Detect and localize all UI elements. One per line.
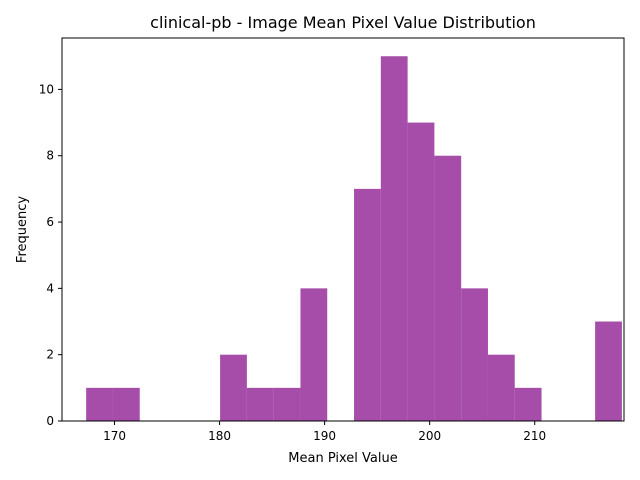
histogram-bar	[354, 188, 381, 421]
plot-frame	[61, 37, 625, 422]
y-axis-label: Frequency	[15, 196, 30, 263]
x-tick-label: 190	[313, 429, 336, 443]
histogram-bar	[220, 354, 247, 421]
histogram-bar	[514, 387, 542, 421]
histogram-bar	[380, 56, 408, 421]
y-tick-label: 8	[46, 149, 54, 163]
x-axis-ticks: 170 180 190 200 210	[103, 421, 546, 443]
y-tick-label: 2	[46, 348, 54, 362]
histogram-bar	[112, 387, 140, 421]
y-tick-label: 0	[46, 414, 54, 428]
x-tick-label: 170	[103, 429, 126, 443]
y-tick-label: 10	[39, 82, 54, 96]
histogram-bar	[487, 354, 515, 421]
histogram-bar	[461, 288, 488, 421]
y-axis-ticks: 0 2 4 6 8 10	[39, 82, 62, 428]
histogram-bar	[246, 387, 274, 421]
histogram-bar	[273, 387, 301, 421]
x-axis-label: Mean Pixel Value	[288, 451, 397, 466]
x-tick-label: 210	[523, 429, 546, 443]
chart-title: clinical-pb - Image Mean Pixel Value Dis…	[150, 13, 536, 32]
histogram-bar	[595, 321, 622, 421]
x-tick-label: 180	[208, 429, 231, 443]
histogram-bar	[300, 288, 328, 421]
y-tick-label: 4	[46, 281, 54, 295]
x-tick-label: 200	[418, 429, 441, 443]
histogram-bar	[434, 155, 462, 421]
histogram-bar	[407, 122, 435, 421]
histogram-bar	[86, 387, 113, 421]
y-tick-label: 6	[46, 215, 54, 229]
bars-group	[86, 56, 622, 421]
